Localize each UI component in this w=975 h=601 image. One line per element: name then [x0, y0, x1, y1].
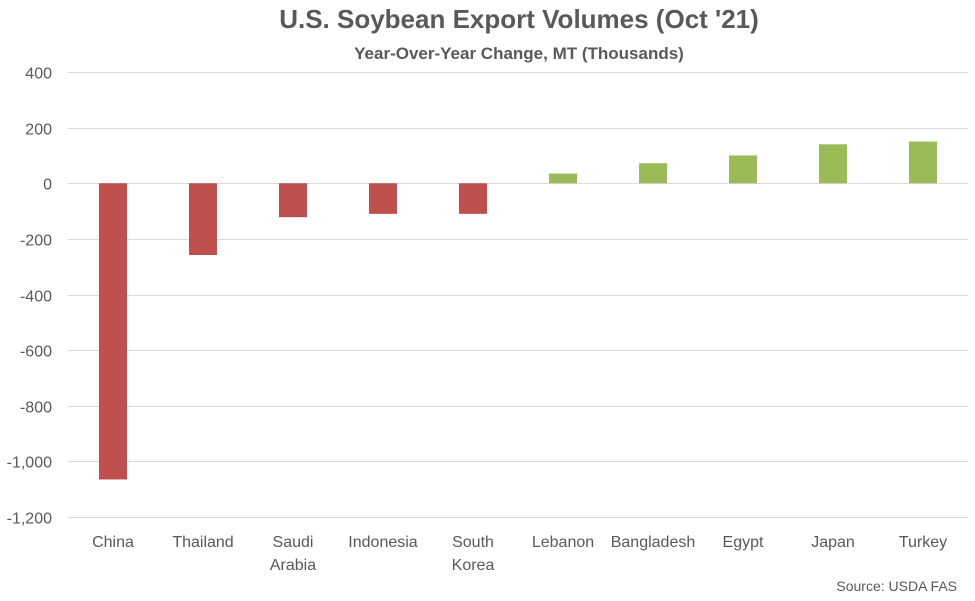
- bar-saudi-arabia: [279, 183, 307, 218]
- bar-china: [99, 183, 127, 480]
- bar-south-korea: [459, 183, 487, 214]
- x-category-label: Arabia: [270, 557, 316, 574]
- x-category-label: Korea: [452, 557, 495, 574]
- bar-turkey: [909, 141, 937, 184]
- bar-bangladesh: [639, 163, 667, 184]
- y-tick-label: -1,200: [7, 511, 52, 528]
- x-category-label: Lebanon: [532, 534, 594, 551]
- chart-title: U.S. Soybean Export Volumes (Oct '21): [279, 4, 759, 34]
- bar-lebanon: [549, 173, 577, 184]
- x-category-label: Japan: [811, 534, 855, 551]
- y-tick-label: 200: [25, 122, 52, 139]
- chart-subtitle: Year-Over-Year Change, MT (Thousands): [354, 44, 684, 63]
- y-tick-label: -200: [20, 233, 52, 250]
- x-category-label: South: [452, 534, 494, 551]
- bar-indonesia: [369, 183, 397, 214]
- x-category-label: Bangladesh: [611, 534, 696, 551]
- y-tick-label: -600: [20, 344, 52, 361]
- x-category-label: Thailand: [172, 534, 233, 551]
- y-axis-ticks: 400 200 0 -200 -400 -600 -800 -1,000 -1,200: [7, 66, 52, 528]
- x-category-label: Egypt: [723, 534, 764, 551]
- x-category-label: Saudi: [273, 534, 314, 551]
- x-category-label: China: [92, 534, 134, 551]
- y-tick-label: 0: [43, 177, 52, 194]
- y-tick-label: -800: [20, 400, 52, 417]
- x-axis-categories: China Thailand Saudi Arabia Indonesia South Ko…: [92, 534, 947, 574]
- bars: [99, 141, 937, 480]
- gridlines: [68, 72, 968, 518]
- bar-japan: [819, 144, 847, 184]
- source-note: Source: USDA FAS: [836, 578, 957, 594]
- y-tick-label: -1,000: [7, 455, 52, 472]
- bar-egypt: [729, 155, 757, 184]
- y-tick-label: -400: [20, 289, 52, 306]
- x-category-label: Turkey: [899, 534, 947, 551]
- x-category-label: Indonesia: [348, 534, 417, 551]
- bar-thailand: [189, 183, 217, 256]
- y-tick-label: 400: [25, 66, 52, 83]
